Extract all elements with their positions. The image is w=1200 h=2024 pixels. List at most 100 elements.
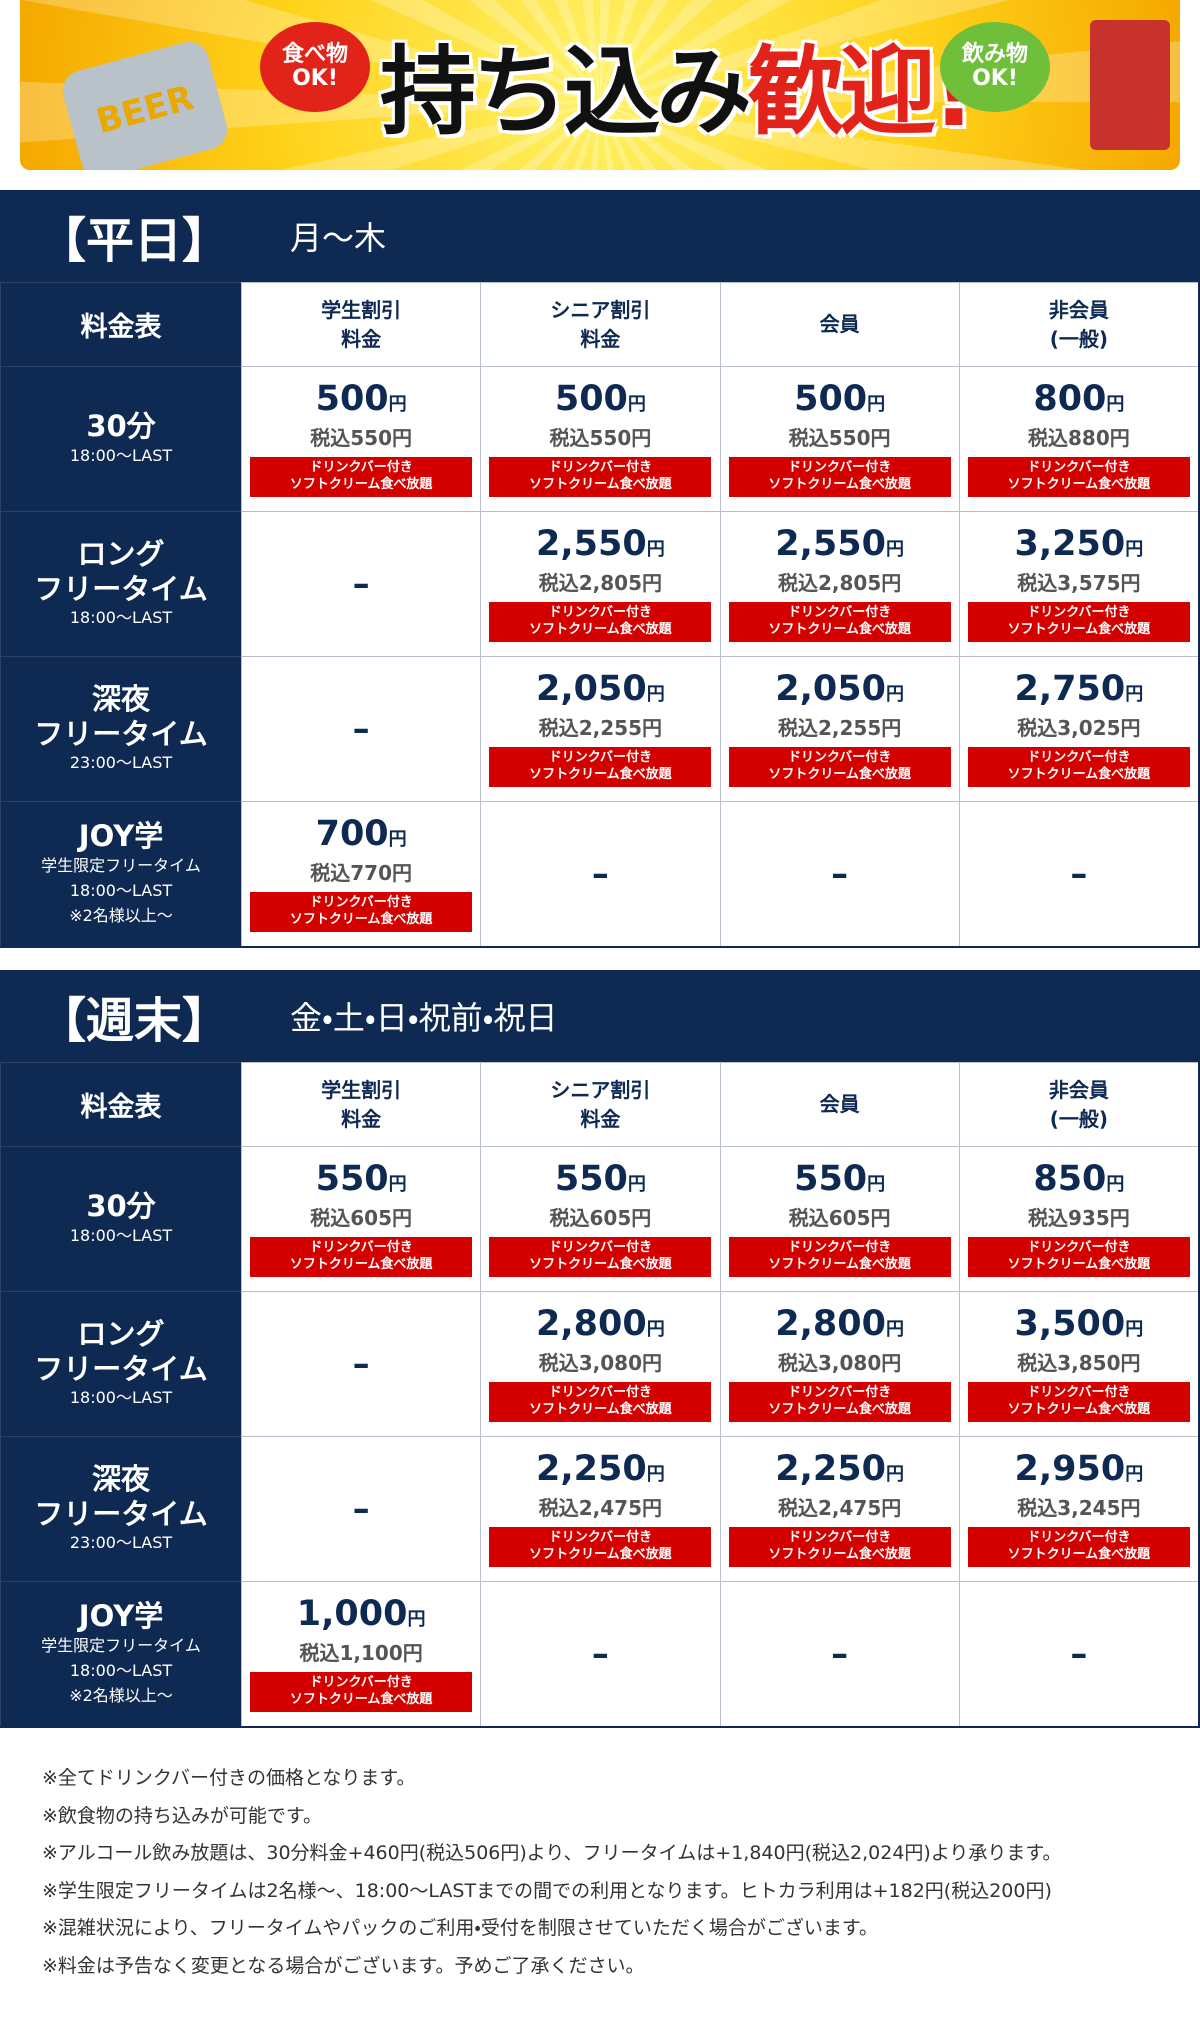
price-cell: – [241,1291,481,1436]
row-title: 30分 [86,409,156,444]
row-label: JOY学 学生限定フリータイム 18:00〜LAST ※2名様以上〜 [0,801,241,946]
price-cell: – [241,656,481,801]
price: 800円 [1033,381,1124,418]
price-table: 料金表 学生割引 料金 シニア割引 料金 会員 非会員 (一般) 30分 18:00〜LAST 55… [0,1062,1200,1728]
badge-line: ソフトクリーム食べ放題 [1007,767,1151,783]
badge-line: ソフトクリーム食べ放題 [1007,477,1151,493]
tax-price: 税込2,805円 [538,570,662,595]
price: 2,750円 [1015,671,1144,708]
banner-title-b: 歓迎! [748,36,976,148]
dash: – [1070,1634,1088,1674]
price-value: 700 [315,814,389,855]
row-label: ロング フリータイム 18:00〜LAST [0,511,241,656]
badge: ドリンクバー付き ソフトクリーム食べ放題 [967,1381,1190,1422]
tax-price: 税込605円 [549,1205,652,1230]
row-sub: 23:00〜LAST [69,1533,173,1553]
tax-price: 税込2,805円 [777,570,902,595]
badge-line: ドリンクバー付き [548,1529,653,1545]
price: 3,500円 [1015,1306,1144,1343]
price-cell: 700円 税込770円 ドリンクバー付き ソフトクリーム食べ放題 [241,801,481,946]
tax-price: 税込550円 [310,425,412,450]
price: 2,550円 [775,526,904,563]
price-cell: 550円 税込605円 ドリンクバー付き ソフトクリーム食べ放題 [719,1146,959,1291]
tax-price: 税込770円 [310,860,412,885]
corner-cell: 料金表 [0,1062,241,1146]
section-title: 【週末】 [38,993,231,1049]
row-label: 深夜 フリータイム 23:00〜LAST [0,656,241,801]
badge-line: ドリンクバー付き [787,1529,892,1545]
row-title: フリータイム [34,1351,208,1386]
tax-price: 税込3,850円 [1017,1350,1141,1375]
corner-label: 料金表 [80,312,162,343]
price-cell: 550円 税込605円 ドリンクバー付き ソフトクリーム食べ放題 [241,1146,481,1291]
badge-line: ソフトクリーム食べ放題 [768,477,911,493]
row-label: 深夜 フリータイム 23:00〜LAST [0,1436,241,1581]
price-unit: 円 [388,394,407,416]
header-label: 料金 [580,326,621,351]
tax-price: 税込3,080円 [777,1350,902,1375]
price-value: 2,250 [536,1449,647,1490]
price-unit: 円 [646,1319,665,1341]
row-title: ロング [77,536,165,571]
price-cell: 500円 税込550円 ドリンクバー付き ソフトクリーム食べ放題 [241,366,481,511]
price-unit: 円 [1125,539,1144,561]
badge-line: ドリンクバー付き [1027,1529,1131,1545]
row-sub: 18:00〜LAST [69,1388,173,1408]
badge-line: ドリンクバー付き [787,749,892,765]
header-label: (一般) [1049,1106,1109,1131]
row-sub: 18:00〜LAST [69,1661,173,1680]
badge: ドリンクバー付き ソフトクリーム食べ放題 [250,1671,473,1712]
section-title: 【平日】 [38,213,231,269]
price-value: 2,550 [536,524,647,565]
price-cell: 3,250円 税込3,575円 ドリンクバー付き ソフトクリーム食べ放題 [958,511,1198,656]
drink-cup [1090,20,1170,150]
price: 2,550円 [536,526,665,563]
price-cell: 2,800円 税込3,080円 ドリンクバー付き ソフトクリーム食べ放題 [719,1291,959,1436]
tax-price: 税込880円 [1028,425,1130,450]
badge-line: ドリンクバー付き [309,1674,413,1690]
badge-line: ソフトクリーム食べ放題 [1007,622,1151,638]
dash: – [591,854,609,894]
header-label: (一般) [1049,326,1109,351]
price: 2,800円 [536,1306,665,1343]
dash: – [831,1634,849,1674]
badge-line: ドリンクバー付き [1027,1239,1131,1255]
badge: ドリンクバー付き ソフトクリーム食べ放題 [728,601,951,642]
badge-line: ソフトクリーム食べ放題 [1007,1547,1151,1563]
price-cell: – [719,801,959,946]
price: 2,800円 [775,1306,904,1343]
dash: – [352,1344,370,1384]
badge-line: ドリンクバー付き [787,459,892,475]
badge-line: ソフトクリーム食べ放題 [529,622,672,638]
price: 500円 [555,381,646,418]
price-value: 850 [1033,1159,1107,1200]
price-unit: 円 [1106,1174,1125,1196]
tax-price: 税込1,100円 [299,1640,423,1665]
price-value: 2,250 [775,1449,886,1490]
badge-line: ドリンクバー付き [548,1239,653,1255]
price-cell: 2,800円 税込3,080円 ドリンクバー付き ソフトクリーム食べ放題 [480,1291,720,1436]
price-unit: 円 [867,1174,886,1196]
price-value: 2,950 [1014,1449,1126,1490]
badge-line: ソフトクリーム食べ放題 [289,477,433,493]
price: 550円 [794,1161,885,1198]
header-cell: 学生割引 料金 [241,1062,481,1146]
price-cell: 2,250円 税込2,475円 ドリンクバー付き ソフトクリーム食べ放題 [480,1436,720,1581]
price-value: 1,000 [296,1594,408,1635]
badge: ドリンクバー付き ソフトクリーム食べ放題 [967,1236,1190,1277]
header-label: 非会員 [1048,1077,1109,1102]
dash: – [352,564,370,604]
price-value: 2,550 [775,524,886,565]
header-cell: シニア割引 料金 [480,1062,720,1146]
price-cell: 2,550円 税込2,805円 ドリンクバー付き ソフトクリーム食べ放題 [480,511,720,656]
badge: ドリンクバー付き ソフトクリーム食べ放題 [967,746,1190,787]
price-unit: 円 [1125,684,1144,706]
price: 1,000円 [297,1596,426,1633]
badge-line: ドリンクバー付き [787,1384,892,1400]
banner: BEER 食べ物 OK! 持ち込み歓迎! 飲み物 OK! [20,0,1180,170]
badge-line: ソフトクリーム食べ放題 [1007,1402,1151,1418]
row-sub: 学生限定フリータイム [41,856,201,876]
badge-line: ドリンクバー付き [548,1384,653,1400]
price: 3,250円 [1015,526,1144,563]
badge-line: ドリンクバー付き [309,1239,413,1255]
